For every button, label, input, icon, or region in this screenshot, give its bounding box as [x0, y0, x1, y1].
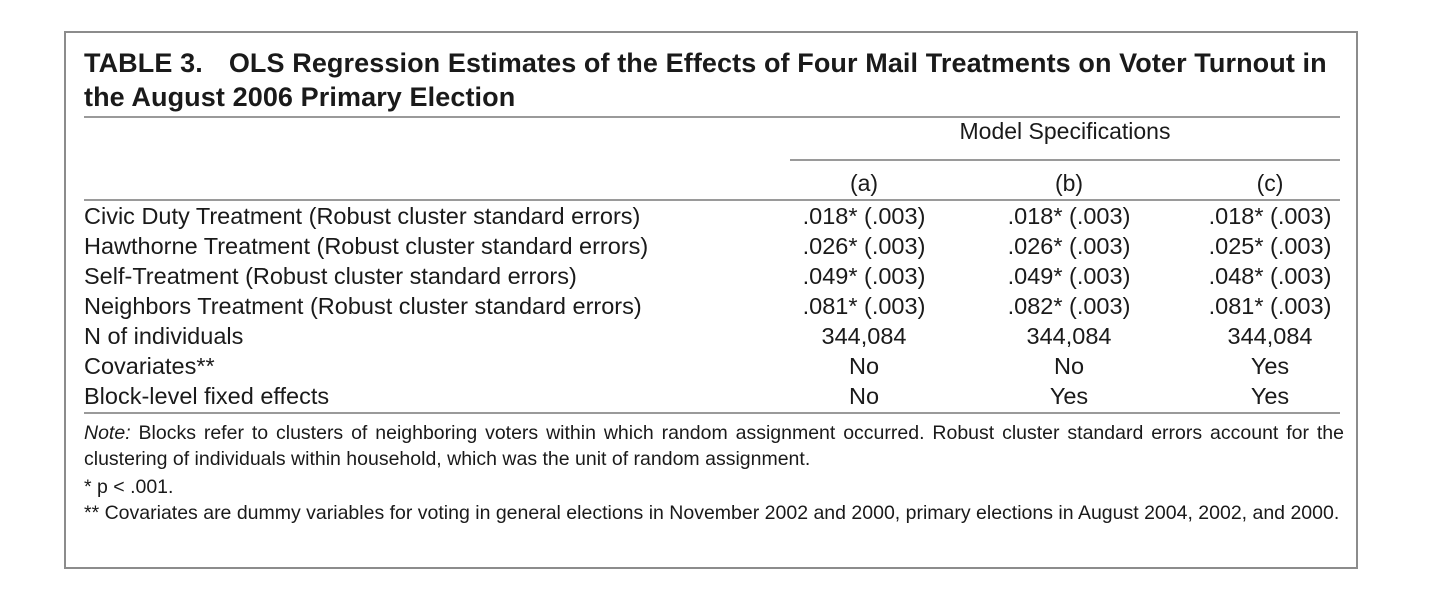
cell-b: .049* (.003)	[1007, 263, 1131, 289]
cell-c: Yes	[1250, 353, 1290, 379]
row-label: Civic Duty Treatment (Robust cluster sta…	[84, 203, 641, 229]
table-title-text: OLS Regression Estimates of the Effects …	[84, 48, 1327, 112]
cell-c: .048* (.003)	[1208, 263, 1332, 289]
column-header-c: (c)	[1256, 170, 1284, 196]
spanner-rule	[790, 159, 1340, 161]
table-row: Covariates** No No Yes	[84, 351, 1346, 381]
footnote-significance: * p < .001.	[84, 476, 174, 498]
cell-c: Yes	[1250, 383, 1290, 409]
table-row: Self-Treatment (Robust cluster standard …	[84, 261, 1346, 291]
cell-c: .025* (.003)	[1208, 233, 1332, 259]
cell-b: No	[1053, 353, 1085, 379]
footnote-covariates: ** Covariates are dummy variables for vo…	[84, 502, 1340, 524]
bottom-rule	[84, 412, 1340, 414]
spanner-heading: Model Specifications	[959, 118, 1171, 144]
row-label: Hawthorne Treatment (Robust cluster stan…	[84, 233, 649, 259]
cell-a: .081* (.003)	[802, 293, 926, 319]
cell-a: No	[848, 383, 880, 409]
column-header-a: (a)	[849, 170, 879, 196]
cell-a: .018* (.003)	[802, 203, 926, 229]
cell-a: 344,084	[821, 323, 907, 349]
table-row: N of individuals 344,084 344,084 344,084	[84, 321, 1346, 351]
cell-b: .026* (.003)	[1007, 233, 1131, 259]
row-label: Covariates**	[84, 353, 215, 379]
cell-b: .018* (.003)	[1007, 203, 1131, 229]
table-row: Hawthorne Treatment (Robust cluster stan…	[84, 231, 1346, 261]
cell-a: .049* (.003)	[802, 263, 926, 289]
cell-b: .082* (.003)	[1007, 293, 1131, 319]
table-note: Note: Blocks refer to clusters of neighb…	[84, 420, 1344, 472]
note-lead: Note:	[84, 422, 131, 444]
header-rule	[84, 199, 1340, 201]
table-row: Neighbors Treatment (Robust cluster stan…	[84, 291, 1346, 321]
table-label: TABLE 3.	[84, 48, 203, 78]
column-header-b: (b)	[1054, 170, 1084, 196]
cell-c: .081* (.003)	[1208, 293, 1332, 319]
row-label: N of individuals	[84, 323, 244, 349]
row-label: Block-level fixed effects	[84, 383, 330, 409]
cell-a: No	[848, 353, 880, 379]
cell-a: .026* (.003)	[802, 233, 926, 259]
title-rule	[84, 116, 1340, 118]
note-text: Blocks refer to clusters of neighboring …	[84, 422, 1344, 470]
table-frame	[64, 31, 1358, 569]
cell-c: 344,084	[1227, 323, 1313, 349]
table-row: Civic Duty Treatment (Robust cluster sta…	[84, 201, 1346, 231]
cell-b: Yes	[1049, 383, 1089, 409]
row-label: Self-Treatment (Robust cluster standard …	[84, 263, 577, 289]
cell-b: 344,084	[1026, 323, 1112, 349]
table-row: Block-level fixed effects No Yes Yes	[84, 381, 1346, 411]
row-label: Neighbors Treatment (Robust cluster stan…	[84, 293, 642, 319]
cell-c: .018* (.003)	[1208, 203, 1332, 229]
table-title: TABLE 3. OLS Regression Estimates of the …	[84, 46, 1344, 114]
